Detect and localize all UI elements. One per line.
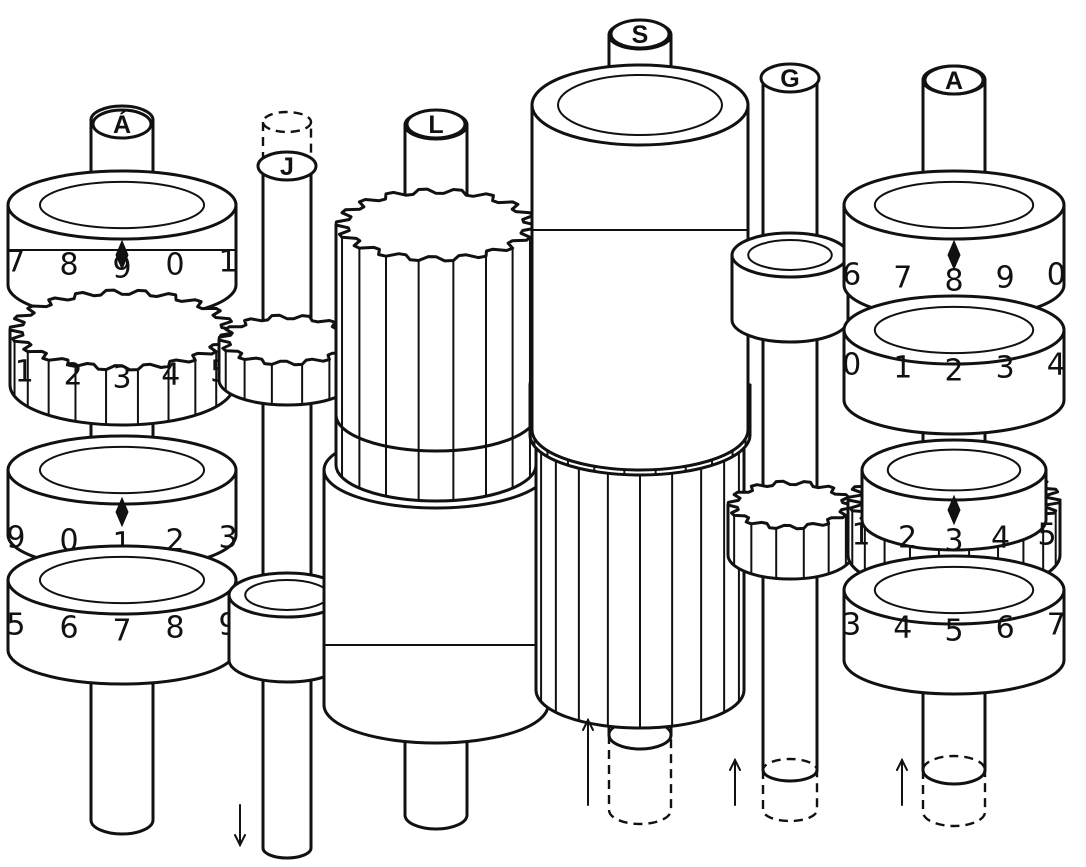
- shaft-s-extension-dashed-side: [607, 735, 673, 826]
- left-upper-digit: 1: [218, 245, 237, 280]
- left-bottom-number-wheel-inner-rim: [38, 555, 206, 605]
- right-upper-digit: 0: [1047, 258, 1066, 293]
- right-bottom-digit: 4: [893, 611, 912, 646]
- left-gear-top: [8, 288, 236, 372]
- right-lower-digit: 4: [991, 521, 1010, 556]
- right-middle-digit: 0: [842, 348, 861, 383]
- arrow-j-head: [234, 834, 246, 848]
- left-lower-digit: 9: [6, 521, 25, 556]
- label-j: J: [280, 153, 294, 181]
- label-a-prime: Á: [113, 110, 131, 139]
- right-lower-digit: 5: [1037, 518, 1056, 553]
- right-bottom-digit: 5: [944, 614, 963, 649]
- right-upper-pointer: [947, 239, 961, 271]
- shaft-j-extension-dashed-top: [261, 110, 313, 134]
- left-upper-digit: 0: [165, 248, 184, 283]
- left-middle-digit: 3: [112, 361, 131, 396]
- label-a-prime-cap: [91, 108, 153, 140]
- label-g-cap: [759, 62, 821, 94]
- s-drum-inner-rim: [557, 74, 723, 136]
- left-upper-pointer: [115, 239, 129, 271]
- parts-layer: 7890112345901235678967890012341234534567: [6, 63, 1066, 745]
- l-stepped-drum: [334, 187, 538, 453]
- g-gear-top: [726, 479, 854, 531]
- right-bottom-number-wheel-inner-rim: [873, 565, 1035, 615]
- left-upper-number-wheel-inner-rim: [38, 180, 206, 230]
- right-upper-digit: 9: [996, 261, 1015, 296]
- labels-layer: Á J L S G A: [91, 18, 985, 182]
- left-bottom-digit: 5: [6, 608, 25, 643]
- right-bottom-digit: 6: [996, 611, 1015, 646]
- right-middle-number-wheel-inner-rim: [873, 305, 1035, 355]
- arrow-s: [582, 717, 594, 806]
- right-upper-digit: 8: [944, 264, 963, 299]
- s-large-drum-side: [530, 103, 750, 472]
- j-gear-top: [217, 313, 357, 367]
- left-middle-digit: 2: [64, 358, 83, 393]
- right-lower-digit: 3: [944, 524, 963, 559]
- label-s: S: [632, 21, 649, 49]
- right-lower-digit: 2: [898, 521, 917, 556]
- left-bottom-digit: 8: [165, 611, 184, 646]
- left-upper-digit: 8: [59, 248, 78, 283]
- label-g: G: [780, 65, 799, 93]
- shaft-a-extension-dashed-side: [921, 770, 987, 828]
- label-j-cap: [256, 150, 318, 182]
- g-gear: [726, 479, 854, 581]
- right-middle-digit: 1: [893, 351, 912, 386]
- right-lower-digit: 1: [851, 518, 870, 553]
- arrow-j: [234, 804, 246, 848]
- left-gear: [8, 288, 236, 427]
- right-lower-pointer: [947, 494, 961, 526]
- g-collar-inner-rim: [747, 239, 833, 271]
- arrow-s-head: [582, 717, 594, 731]
- j-gear: [217, 313, 357, 407]
- left-bottom-digit: 7: [112, 614, 131, 649]
- arrow-g-head: [729, 757, 741, 771]
- shaft-g-side: [761, 76, 819, 783]
- arrows-layer: [234, 717, 908, 848]
- label-a: A: [945, 67, 963, 95]
- l-drum-lower-side: [322, 468, 550, 745]
- left-bottom-digit: 6: [59, 611, 78, 646]
- left-middle-digit: 1: [15, 355, 34, 390]
- shaft-j-side: [261, 163, 313, 860]
- arrow-g: [729, 757, 741, 806]
- arrow-a: [896, 757, 908, 806]
- right-middle-digit: 4: [1047, 348, 1066, 383]
- left-lower-pointer: [115, 496, 129, 528]
- label-a-cap: [923, 64, 985, 96]
- left-lower-number-wheel-inner-rim: [38, 445, 206, 495]
- arrow-a-head: [896, 757, 908, 771]
- label-l-cap: [405, 108, 467, 140]
- s-large-drum-top: [530, 63, 750, 147]
- shaft-g-extension-dashed-side: [761, 770, 819, 823]
- right-bottom-digit: 3: [842, 608, 861, 643]
- left-middle-digit: 4: [161, 358, 180, 393]
- label-s-cap: [609, 18, 671, 50]
- right-upper-number-wheel-inner-rim: [873, 180, 1035, 230]
- l-stepped-drum-top: [334, 187, 538, 263]
- left-lower-digit: 3: [218, 521, 237, 556]
- right-upper-digit: 6: [842, 258, 861, 293]
- right-bottom-digit: 7: [1047, 608, 1066, 643]
- right-middle-digit: 3: [996, 351, 1015, 386]
- label-l: L: [428, 111, 443, 139]
- left-upper-digit: 7: [6, 245, 25, 280]
- right-middle-digit: 2: [944, 354, 963, 389]
- right-lower-number-wheel-inner-rim: [886, 448, 1022, 492]
- right-upper-digit: 7: [893, 261, 912, 296]
- l-stepped-drum-side: [334, 223, 538, 453]
